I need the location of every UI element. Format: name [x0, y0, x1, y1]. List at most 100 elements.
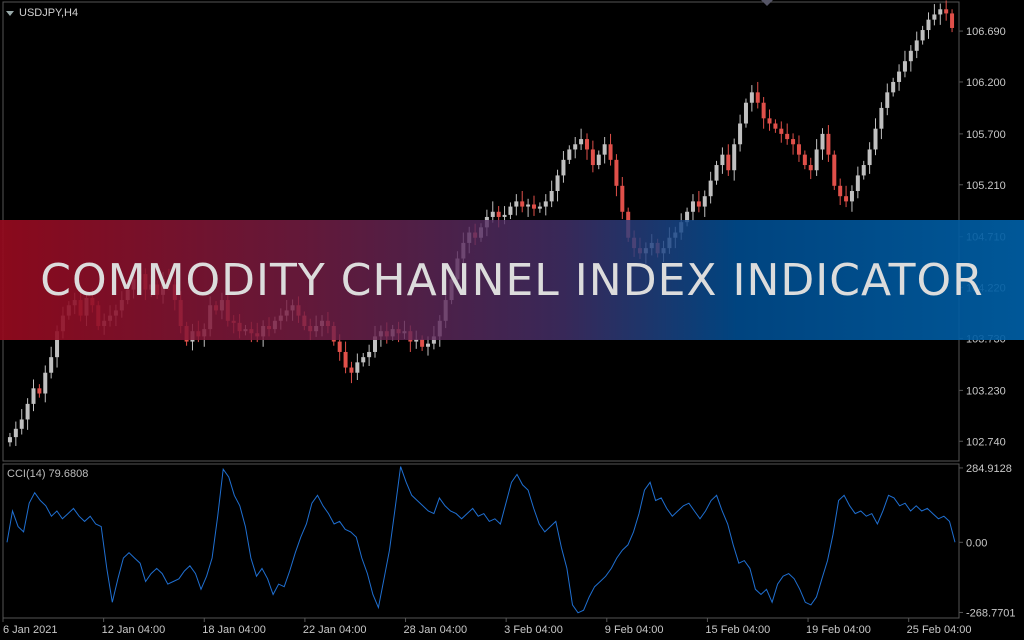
candle-body	[567, 149, 572, 160]
candle-body	[767, 118, 772, 124]
candle-body	[367, 351, 372, 358]
time-tick-label: 12 Jan 04:00	[102, 624, 166, 636]
candle-body	[696, 201, 701, 207]
candle-body	[861, 165, 866, 176]
candle-body	[738, 123, 743, 145]
candle-body	[932, 14, 937, 20]
candle-body	[414, 339, 419, 342]
price-tick-label: 105.700	[966, 129, 1006, 141]
candle-body	[7, 437, 12, 443]
candle-body	[596, 154, 601, 166]
cci-tick-label: 284.9128	[966, 463, 1012, 475]
time-tick-label: 6 Jan 2021	[3, 624, 57, 636]
candle-body	[13, 428, 18, 438]
candle-body	[584, 139, 589, 150]
candle-body	[19, 419, 24, 429]
time-tick-label: 19 Feb 04:00	[806, 624, 871, 636]
cci-tick-label: 0.00	[966, 537, 987, 549]
cci-layer	[6, 466, 956, 614]
candle-body	[420, 339, 425, 347]
candle-body	[908, 50, 913, 62]
candle-body	[520, 201, 525, 207]
candle-body	[749, 92, 754, 103]
candle-body	[590, 149, 595, 166]
price-tick-label: 106.200	[966, 77, 1006, 89]
candle-body	[549, 191, 554, 202]
banner-title: COMMODITY CHANNEL INDEX INDICATOR	[40, 254, 984, 306]
candle-body	[743, 102, 748, 124]
title-banner: COMMODITY CHANNEL INDEX INDICATOR	[0, 220, 1024, 340]
time-tick-label: 28 Jan 04:00	[404, 624, 468, 636]
time-tick-label: 15 Feb 04:00	[705, 624, 770, 636]
candle-body	[537, 206, 542, 209]
candle-body	[826, 133, 831, 155]
candle-body	[732, 144, 737, 171]
candle-body	[685, 211, 690, 223]
time-tick-label: 3 Feb 04:00	[504, 624, 563, 636]
candle-body	[31, 388, 36, 404]
candle-body	[791, 139, 796, 145]
time-tick-label: 25 Feb 04:00	[907, 624, 972, 636]
candle-body	[708, 180, 713, 197]
candle-body	[879, 107, 884, 129]
time-tick-label: 9 Feb 04:00	[605, 624, 664, 636]
price-tick-label: 106.690	[966, 26, 1006, 38]
candle-body	[773, 123, 778, 129]
candle-body	[808, 165, 813, 171]
candle-body	[832, 154, 837, 186]
candle-body	[885, 92, 890, 108]
candle-body	[838, 185, 843, 197]
chart-shift-marker-icon[interactable]	[761, 0, 773, 6]
time-axis: 6 Jan 2021 12 Jan 04:00 18 Jan 04:00 22 Jan…	[2, 618, 972, 636]
symbol-label: USDJPY,H4	[19, 7, 79, 19]
candle-body	[508, 206, 513, 215]
candle-body	[343, 351, 348, 368]
candle-body	[602, 144, 607, 155]
candle-body	[844, 196, 849, 202]
candle-body	[873, 128, 878, 150]
candle-body	[337, 341, 342, 352]
candle-body	[620, 185, 625, 212]
cci-tick-label: -268.7701	[966, 607, 1016, 619]
candle-body	[920, 30, 925, 41]
candle-body	[714, 165, 719, 181]
candle-body	[573, 144, 578, 150]
candle-body	[496, 211, 501, 217]
candle-body	[897, 71, 902, 82]
candle-body	[950, 13, 955, 28]
symbol-dropdown-icon[interactable]	[6, 11, 14, 16]
candle-body	[25, 403, 30, 420]
time-tick-label: 18 Jan 04:00	[202, 624, 266, 636]
price-tick-label: 102.740	[966, 436, 1006, 448]
price-tick-label: 105.210	[966, 180, 1006, 192]
candle-body	[796, 144, 801, 155]
candle-body	[579, 139, 584, 145]
candle-body	[761, 102, 766, 119]
candle-body	[926, 19, 931, 31]
indicator-label: CCI(14) 79.6808	[7, 468, 89, 480]
candle-body	[43, 372, 48, 394]
price-tick-label: 103.230	[966, 385, 1006, 397]
candle-body	[361, 357, 366, 363]
candle-body	[555, 175, 560, 191]
candle-body	[355, 362, 360, 373]
candle-body	[426, 343, 431, 347]
candle-body	[867, 149, 872, 166]
candle-body	[431, 336, 436, 344]
candle-body	[779, 128, 784, 134]
candle-body	[755, 92, 760, 103]
candle-body	[37, 388, 42, 394]
candle-body	[802, 154, 807, 166]
candle-body	[349, 367, 354, 373]
candle-body	[785, 133, 790, 140]
candle-body	[720, 154, 725, 166]
candle-body	[820, 133, 825, 150]
candle-body	[614, 159, 619, 186]
candle-body	[373, 336, 378, 352]
candle-body	[55, 331, 60, 358]
candle-body	[702, 196, 707, 207]
candle-body	[49, 357, 54, 373]
candle-body	[543, 201, 548, 207]
candle-body	[902, 61, 907, 72]
